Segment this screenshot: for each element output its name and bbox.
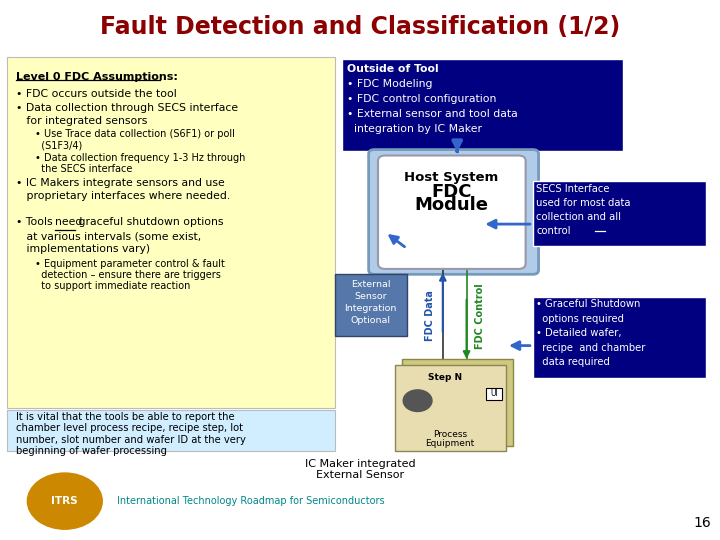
Text: Process: Process [433, 430, 467, 439]
Text: for integrated sensors: for integrated sensors [16, 116, 147, 126]
FancyBboxPatch shape [533, 181, 706, 246]
FancyBboxPatch shape [342, 59, 623, 151]
Text: detection – ensure there are triggers: detection – ensure there are triggers [35, 270, 220, 280]
FancyBboxPatch shape [395, 364, 506, 451]
Text: collection and all: collection and all [536, 212, 621, 222]
FancyBboxPatch shape [369, 150, 539, 274]
Text: Level 0 FDC Assumptions:: Level 0 FDC Assumptions: [16, 72, 178, 82]
Text: 16: 16 [693, 516, 711, 530]
Text: control: control [536, 226, 571, 236]
FancyBboxPatch shape [378, 156, 526, 269]
FancyBboxPatch shape [533, 297, 706, 378]
Text: proprietary interfaces where needed.: proprietary interfaces where needed. [16, 191, 230, 201]
Text: • FDC Modeling: • FDC Modeling [347, 79, 433, 89]
Text: ITRS: ITRS [52, 496, 78, 506]
Text: beginning of wafer processing: beginning of wafer processing [16, 446, 167, 456]
Circle shape [27, 473, 102, 529]
Text: options required: options required [536, 314, 624, 323]
Text: Sensor: Sensor [354, 292, 387, 301]
Text: chamber level process recipe, recipe step, lot: chamber level process recipe, recipe ste… [16, 423, 243, 433]
Text: FDC: FDC [431, 183, 472, 201]
Text: • Tools: • Tools [16, 218, 56, 227]
Text: • Detailed wafer,: • Detailed wafer, [536, 328, 622, 338]
Text: • IC Makers integrate sensors and use: • IC Makers integrate sensors and use [16, 178, 225, 188]
Text: Equipment: Equipment [426, 440, 474, 448]
Text: IC Maker integrated: IC Maker integrated [305, 460, 415, 469]
Text: • Data collection frequency 1-3 Hz through: • Data collection frequency 1-3 Hz throu… [35, 153, 245, 163]
Text: UI: UI [490, 389, 498, 398]
Text: Optional: Optional [351, 316, 391, 325]
Text: the SECS interface: the SECS interface [35, 164, 132, 174]
Text: Outside of Tool: Outside of Tool [347, 64, 438, 73]
Text: • Equipment parameter control & fault: • Equipment parameter control & fault [35, 259, 225, 268]
Text: • Data collection through SECS interface: • Data collection through SECS interface [16, 103, 238, 113]
FancyBboxPatch shape [486, 388, 502, 400]
Text: • FDC control configuration: • FDC control configuration [347, 94, 496, 104]
Circle shape [403, 390, 432, 411]
Text: need: need [55, 218, 82, 227]
Text: FDC Control: FDC Control [474, 283, 485, 349]
Text: recipe  and chamber: recipe and chamber [536, 343, 646, 353]
Text: FDC Data: FDC Data [425, 291, 435, 341]
Text: It is vital that the tools be able to report the: It is vital that the tools be able to re… [16, 412, 235, 422]
FancyBboxPatch shape [7, 410, 335, 451]
Text: used for most data: used for most data [536, 198, 631, 208]
Text: data required: data required [536, 357, 611, 367]
Text: integration by IC Maker: integration by IC Maker [347, 124, 482, 134]
Text: Fault Detection and Classification (1/2): Fault Detection and Classification (1/2) [100, 15, 620, 39]
Text: number, slot number and wafer ID at the very: number, slot number and wafer ID at the … [16, 435, 246, 444]
Text: • Graceful Shutdown: • Graceful Shutdown [536, 299, 641, 309]
Text: • External sensor and tool data: • External sensor and tool data [347, 109, 518, 119]
Text: graceful shutdown options: graceful shutdown options [75, 218, 223, 227]
Text: (S1F3/4): (S1F3/4) [35, 141, 82, 151]
Text: Host System: Host System [405, 171, 498, 184]
Text: to support immediate reaction: to support immediate reaction [35, 281, 190, 291]
Text: • Use Trace data collection (S6F1) or poll: • Use Trace data collection (S6F1) or po… [35, 130, 235, 139]
FancyBboxPatch shape [335, 274, 407, 336]
FancyBboxPatch shape [7, 57, 335, 408]
Text: Module: Module [415, 196, 488, 214]
Text: External Sensor: External Sensor [316, 470, 404, 480]
Text: • FDC occurs outside the tool: • FDC occurs outside the tool [16, 89, 176, 99]
Text: at various intervals (some exist,: at various intervals (some exist, [16, 232, 201, 241]
Text: Step N: Step N [428, 374, 462, 382]
FancyBboxPatch shape [402, 359, 513, 446]
Text: implementations vary): implementations vary) [16, 245, 150, 254]
Text: Integration: Integration [345, 304, 397, 313]
Text: External: External [351, 280, 390, 289]
Text: International Technology Roadmap for Semiconductors: International Technology Roadmap for Sem… [117, 496, 385, 506]
Text: SECS Interface: SECS Interface [536, 184, 610, 194]
